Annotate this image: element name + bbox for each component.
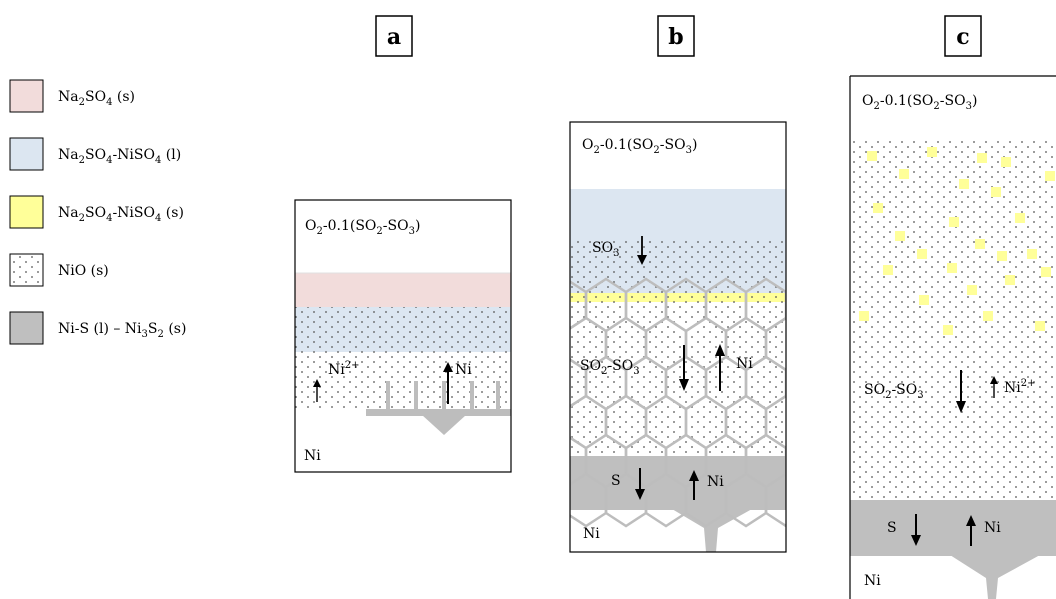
panel-b-grain-boundaries (570, 277, 786, 528)
panel-letter-b: b (668, 24, 683, 50)
panel-c: O2​-0.1(SO2​-SO3​) SO2​-SO3​ Ni2+​ S Ni … (849, 75, 1056, 599)
panel-a-ni-label: Ni (455, 362, 472, 378)
panel-b-so3-label: SO3​ (592, 240, 619, 259)
panel-letter-a: a (387, 24, 401, 50)
panel-b-substrate-label: Ni (583, 526, 600, 542)
panel-c-sulfide-layer (850, 500, 1056, 556)
panel-b-ni-sulfide-label: Ni (707, 474, 724, 490)
panel-b-nio-scale (570, 240, 786, 456)
solid-sulfate-particle (899, 169, 909, 179)
panel-b-sulfide-root (672, 509, 752, 552)
solid-sulfate-particle (949, 217, 959, 227)
solid-sulfate-particle (1041, 267, 1051, 277)
legend-label-nio-s: NiO (s) (58, 263, 109, 279)
panel-a-ni2plus-arrow (313, 379, 321, 402)
panel-c-gas-label: SO2​-SO3​ (864, 382, 924, 401)
panel-a: O2​-0.1(SO2​-SO3​) Ni2+​ Ni Ni (294, 199, 512, 473)
legend-swatch-na2so4-niso4-s (9, 195, 44, 229)
panel-c-ni-sulfide-arrow (966, 515, 976, 546)
panel-b-gas-arrow (679, 345, 689, 391)
solid-sulfate-particle (883, 265, 893, 275)
panel-b: O2​-0.1(SO2​-SO3​) SO3​ SO2​-SO3​ Ni S N… (569, 121, 787, 553)
panel-b-so3-arrow (637, 236, 647, 265)
grain-boundary-cell (764, 316, 786, 372)
panel-letter-c-box: c (944, 15, 982, 57)
panel-c-gas-arrow (956, 370, 966, 413)
solid-sulfate-particle (1015, 213, 1025, 223)
solid-sulfate-particle (943, 325, 953, 335)
panel-c-s-label: S (887, 520, 897, 536)
panel-c-ni2plus-label: Ni2+​ (1004, 378, 1035, 396)
panel-b-s-label: S (611, 473, 621, 489)
legend-swatch-nis-ni3s2 (9, 311, 44, 345)
solid-sulfate-particle (859, 311, 869, 321)
panel-c-nio-scale (850, 140, 1056, 500)
solid-sulfate-particle (917, 249, 927, 259)
solid-sulfate-particle (927, 147, 937, 157)
panel-b-ni-sulfide-arrow (689, 470, 699, 500)
panel-a-atmosphere-label: O2​-0.1(SO2​-SO3​) (305, 218, 420, 237)
grain-boundary-cell (764, 394, 786, 450)
panel-letter-b-box: b (657, 15, 695, 57)
solid-sulfate-particle (1001, 157, 1011, 167)
panel-b-gas-label: SO2​-SO3​ (580, 358, 640, 377)
solid-sulfate-particle (919, 295, 929, 305)
legend-swatch-na2so4-s (9, 79, 44, 113)
solid-sulfate-particle (1027, 249, 1037, 259)
legend-label-na2so4-niso4-s: Na2​SO4​-NiSO4​ (s) (58, 205, 184, 224)
panel-a-sulfide-network (366, 381, 511, 435)
legend-label-na2so4-niso4-l: Na2​SO4​-NiSO4​ (l) (58, 147, 181, 166)
legend-label-nis-ni3s2: Ni-S (l) – Ni3​S2​ (s) (58, 321, 186, 340)
panel-a-nio-scale (295, 307, 511, 410)
solid-sulfate-particle (967, 285, 977, 295)
solid-sulfate-particle (983, 311, 993, 321)
panel-c-substrate-label: Ni (864, 573, 881, 589)
solid-sulfate-particle (977, 153, 987, 163)
solid-sulfate-particle (959, 179, 969, 189)
solid-sulfate-particle (873, 203, 883, 213)
legend-swatch-na2so4-niso4-l (9, 137, 44, 171)
grain-boundary-cell (764, 472, 786, 528)
panel-c-ni2plus-arrow (990, 376, 998, 398)
panel-a-na2so4-layer (295, 273, 511, 307)
panel-c-s-arrow (911, 514, 921, 546)
panel-a-ni-arrow (443, 362, 453, 404)
legend-swatch-nio-s (9, 253, 44, 287)
panel-c-ni-sulfide-label: Ni (984, 520, 1001, 536)
panel-b-atmosphere-label: O2​-0.1(SO2​-SO3​) (582, 137, 697, 156)
panel-c-solid-sulfate-particles (859, 147, 1055, 335)
solid-sulfate-particle (997, 251, 1007, 261)
legend: Na2​SO4​ (s) Na2​SO4​-NiSO4​ (l) Na2​SO4​-… (9, 79, 186, 345)
solid-sulfate-particle (975, 239, 985, 249)
panel-a-substrate-label: Ni (304, 448, 321, 464)
solid-sulfate-particle (947, 263, 957, 273)
panel-a-ni2plus-label: Ni2+​ (328, 360, 359, 378)
panel-c-atmosphere-label: O2​-0.1(SO2​-SO3​) (862, 93, 977, 112)
solid-sulfate-particle (895, 231, 905, 241)
panel-b-s-arrow (635, 468, 645, 500)
panel-b-ni-label: Ni (736, 356, 753, 372)
panel-letter-c: c (956, 24, 969, 50)
solid-sulfate-particle (991, 187, 1001, 197)
solid-sulfate-particle (1035, 321, 1045, 331)
panel-letter-a-box: a (375, 15, 413, 57)
legend-label-na2so4-s: Na2​SO4​ (s) (58, 89, 135, 108)
panel-c-sulfide-root (950, 555, 1040, 599)
panel-b-ni-arrow (715, 344, 725, 391)
solid-sulfate-particle (1005, 275, 1015, 285)
solid-sulfate-particle (867, 151, 877, 161)
solid-sulfate-particle (1045, 171, 1055, 181)
